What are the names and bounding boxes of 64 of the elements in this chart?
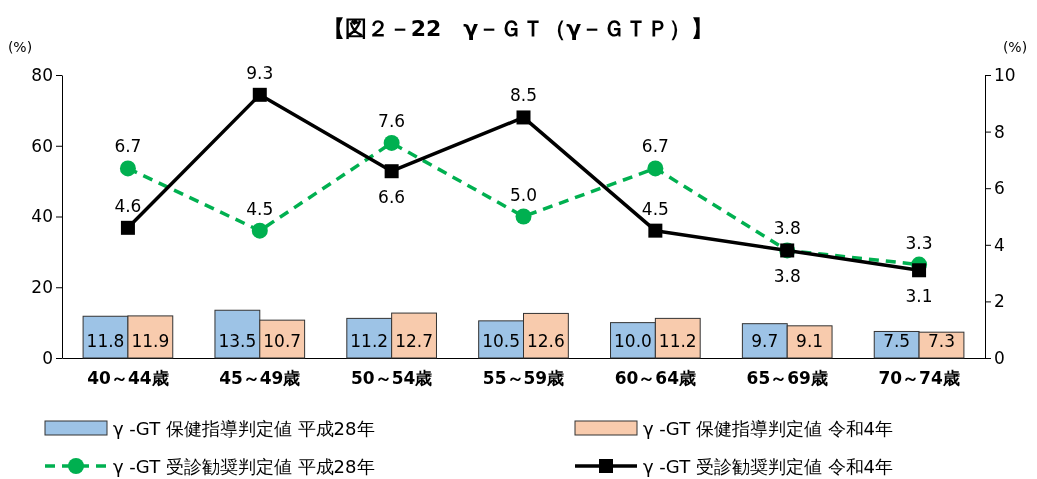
x-tick-label: 60～64歳 <box>614 368 697 389</box>
y2-tick-label: 0 <box>994 347 1005 368</box>
data-label: 3.8 <box>773 218 801 239</box>
y2-tick-label: 2 <box>994 291 1005 312</box>
x-tick-label: 40～44歳 <box>87 368 169 389</box>
legend-label: γ -GT 受診勧奨判定値 平成28年 <box>113 456 375 477</box>
data-label: 11.9 <box>131 331 170 351</box>
data-label: 6.6 <box>378 187 406 208</box>
data-label: 12.6 <box>526 331 565 351</box>
point <box>912 263 927 278</box>
data-label: 11.8 <box>86 331 125 351</box>
point <box>647 160 664 177</box>
y-tick-label: 60 <box>31 135 53 156</box>
data-label: 3.1 <box>905 286 933 307</box>
y-tick-label: 0 <box>42 347 53 368</box>
data-label: 10.5 <box>482 331 521 351</box>
y2-tick-label: 4 <box>994 234 1005 255</box>
data-label: 5.0 <box>509 184 538 205</box>
x-tick-label: 50～54歳 <box>350 368 433 389</box>
point <box>252 87 267 102</box>
y-tick-label: 20 <box>31 277 53 298</box>
y2-tick-label: 8 <box>994 121 1005 142</box>
y-axis-title: (%) <box>7 39 33 55</box>
data-label: 3.3 <box>905 232 933 253</box>
legend-label: γ -GT 保健指導判定値 平成28年 <box>113 418 375 439</box>
point <box>120 220 135 235</box>
y-tick-label: 80 <box>31 64 53 85</box>
data-label: 8.5 <box>509 85 538 106</box>
legend-label: γ -GT 受診勧奨判定値 令和4年 <box>643 456 894 477</box>
x-tick-label: 65～69歳 <box>746 368 828 389</box>
data-label: 3.8 <box>773 266 801 287</box>
data-label: 11.2 <box>658 331 697 351</box>
point <box>384 164 399 179</box>
data-label: 4.6 <box>114 195 142 216</box>
y2-tick-label: 6 <box>994 178 1005 199</box>
x-tick-label: 55～59歳 <box>482 368 565 389</box>
data-label: 9.1 <box>796 331 824 351</box>
data-label: 7.3 <box>927 331 956 351</box>
data-label: 7.5 <box>883 331 911 351</box>
point <box>515 208 532 225</box>
data-label: 12.7 <box>395 331 433 351</box>
y-tick-label: 40 <box>31 206 53 227</box>
y2-tick-label: 10 <box>994 64 1016 85</box>
data-label: 9.7 <box>751 331 779 351</box>
data-label: 7.6 <box>378 110 406 131</box>
data-label: 6.7 <box>641 136 669 157</box>
point <box>251 222 268 239</box>
x-tick-label: 45～49歳 <box>219 368 301 389</box>
data-label: 6.7 <box>114 136 142 157</box>
data-label: 11.2 <box>350 331 389 351</box>
data-label: 10.0 <box>614 331 652 351</box>
data-label: 4.5 <box>641 198 669 219</box>
legend-label: γ -GT 保健指導判定値 令和4年 <box>643 418 894 439</box>
data-label: 10.7 <box>263 331 302 351</box>
x-tick-label: 70～74歳 <box>878 368 960 389</box>
y2-axis-title: (%) <box>1002 39 1028 55</box>
data-label: 4.5 <box>246 198 274 219</box>
point <box>648 223 663 238</box>
data-label: 9.3 <box>246 62 274 83</box>
point <box>119 160 136 177</box>
data-label: 13.5 <box>218 331 257 351</box>
point <box>383 134 400 151</box>
chart-title: 【図２－22 γ－ＧＴ（γ－ＧＴＰ）】 <box>322 16 714 41</box>
point <box>516 110 531 125</box>
